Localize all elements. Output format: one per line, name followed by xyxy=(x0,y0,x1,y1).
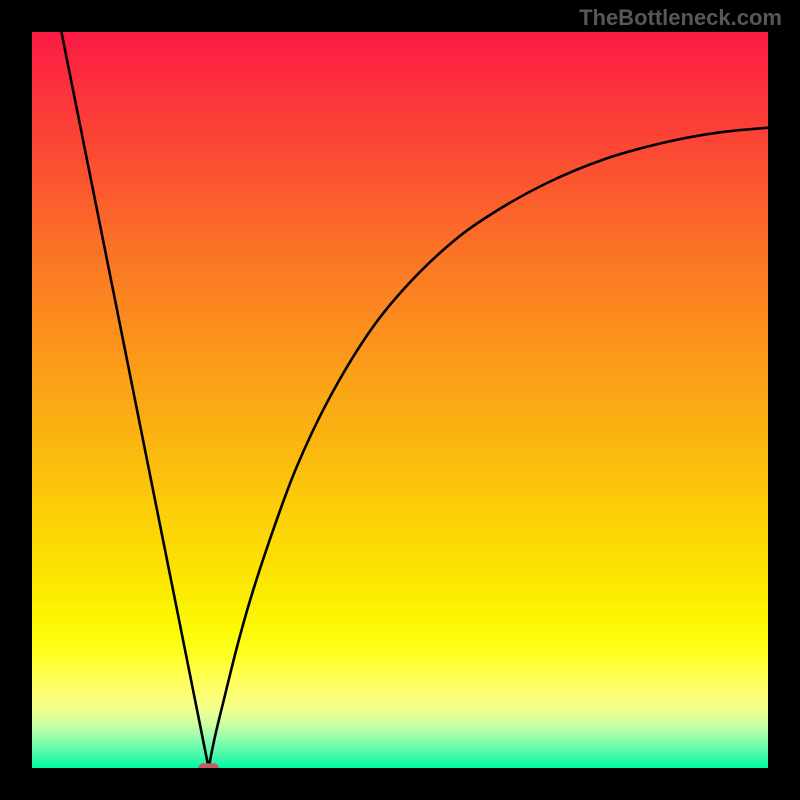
watermark-text: TheBottleneck.com xyxy=(579,5,782,31)
bottleneck-chart xyxy=(0,0,800,800)
chart-container: TheBottleneck.com xyxy=(0,0,800,800)
plot-background-gradient xyxy=(32,32,768,768)
